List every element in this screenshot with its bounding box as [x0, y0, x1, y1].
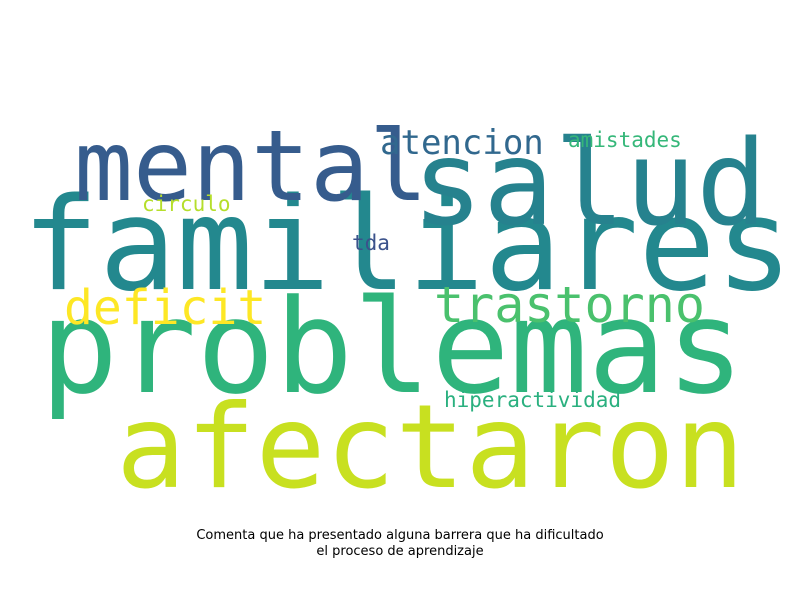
word-hiperactividad: hiperactividad [444, 388, 622, 412]
word-deficit: deficit [64, 280, 267, 336]
caption-line-1: Comenta que ha presentado alguna barrera… [196, 528, 604, 543]
word-circulo: circulo [142, 192, 231, 216]
word-problemas: problemas [40, 271, 745, 423]
word-trastorno: trastorno [434, 276, 705, 334]
word-familiares: familiares [22, 171, 793, 320]
word-afectaron: afectaron [116, 380, 745, 515]
word-amistades: amistades [568, 128, 682, 152]
caption-line-2: el proceso de aprendizaje [316, 544, 484, 559]
word-tda: tda [352, 231, 390, 255]
word-mental: mental [74, 110, 429, 224]
caption: Comenta que ha presentado alguna barrera… [0, 528, 800, 560]
word-salud: salud [412, 114, 768, 252]
word-atencion: atencion [380, 123, 544, 163]
